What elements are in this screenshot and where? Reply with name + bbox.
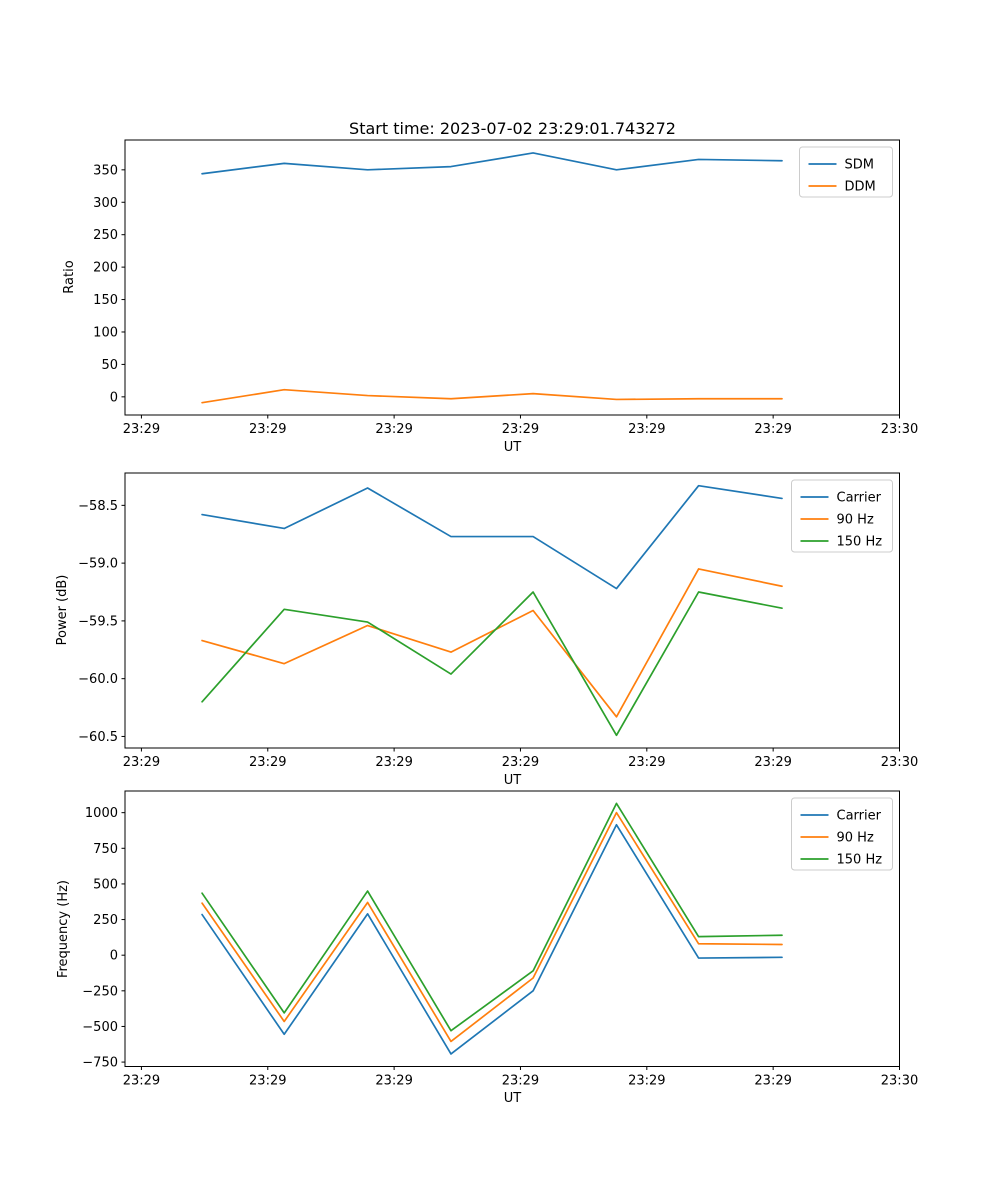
power-y-axis-label: Power (dB) — [55, 574, 70, 646]
y-tick-label: 500 — [93, 877, 118, 892]
ratio-axes-spines — [124, 139, 900, 416]
legend-box — [791, 797, 893, 871]
frequency-y-axis-label: Frequency (Hz) — [56, 879, 71, 979]
y-tick-label: 50 — [101, 358, 118, 373]
legend-label: 90 Hz — [837, 831, 874, 846]
x-tick-label: 23:29 — [754, 1074, 791, 1089]
legend-label: 150 Hz — [837, 535, 883, 550]
subplot-power: 23:29 23:29 23:29 23:29 23:29 23:29 23:30 −60.5… — [0, 455, 1000, 775]
ratio-y-axis: 0 50 100 150 200 250 300 350 — [93, 163, 125, 405]
x-tick-label: 23:29 — [628, 755, 665, 770]
power-axes-spines — [124, 472, 900, 749]
x-tick-label: 23:29 — [249, 755, 286, 770]
power-line-90-hz — [201, 568, 783, 718]
y-tick-label: 200 — [93, 261, 118, 276]
x-tick-label: 23:29 — [628, 422, 665, 437]
y-tick-label: 250 — [93, 228, 118, 243]
ratio-x-axis-label: UT — [503, 440, 522, 455]
y-tick-label: 1000 — [85, 806, 118, 821]
ratio-plot-svg: 23:29 23:29 23:29 23:29 23:29 23:29 23:30 0 50 10… — [93, 139, 918, 437]
x-tick-label: 23:29 — [754, 755, 791, 770]
frequency-line-150-hz — [201, 802, 783, 1032]
frequency-plot-svg: 23:29 23:29 23:29 23:29 23:29 23:29 23:30−750−… — [82, 790, 918, 1089]
power-y-axis: −60.5 −60.0 −59.5 −59.0 −58.5 — [78, 499, 125, 745]
frequency-x-axis: 23:29 23:29 23:29 23:29 23:29 23:29 23:30 — [123, 1066, 918, 1089]
y-tick-label: −750 — [82, 1056, 118, 1071]
x-tick-label: 23:29 — [628, 1074, 665, 1089]
power-legend: Carrier 90 Hz 150 Hz — [791, 479, 893, 553]
x-tick-label: 23:30 — [881, 422, 918, 437]
legend-label: Carrier — [837, 809, 882, 824]
figure-title: Start time: 2023-07-02 23:29:01.743272 — [349, 119, 676, 138]
ratio-y-axis-label: Ratio — [62, 260, 77, 294]
subplot-ratio: 23:29 23:29 23:29 23:29 23:29 23:29 23:30 0 50 10… — [0, 0, 1000, 455]
x-tick-label: 23:29 — [249, 1074, 286, 1089]
frequency-y-axis: −750 −500 −250 0 250 500 750 1000 — [82, 806, 125, 1071]
y-tick-label: −59.0 — [78, 557, 118, 572]
y-tick-label: −58.5 — [78, 499, 118, 514]
y-tick-label: −60.0 — [78, 672, 118, 687]
x-tick-label: 23:29 — [502, 755, 539, 770]
power-line-carrier — [201, 484, 783, 590]
legend-label: SDM — [845, 158, 874, 173]
y-tick-label: −60.5 — [78, 730, 118, 745]
ratio-line-ddm — [201, 388, 783, 404]
x-tick-label: 23:29 — [375, 755, 412, 770]
frequency-line-carrier — [201, 823, 783, 1055]
x-tick-label: 23:29 — [123, 1074, 160, 1089]
y-tick-label: −59.5 — [78, 614, 118, 629]
legend-box — [791, 479, 893, 553]
ratio-line-sdm — [201, 152, 783, 175]
legend-label: 150 Hz — [837, 853, 883, 868]
y-tick-label: 350 — [93, 163, 118, 178]
power-x-axis-label: UT — [503, 773, 522, 788]
frequency-line-90-hz — [201, 811, 783, 1043]
legend-label: DDM — [845, 180, 876, 195]
x-tick-label: 23:29 — [375, 422, 412, 437]
subplot-frequency: 23:29 23:29 23:29 23:29 23:29 23:29 23:30 −750−… — [0, 775, 1000, 1105]
power-line-150-hz — [201, 591, 783, 737]
y-tick-label: 750 — [93, 842, 118, 857]
x-tick-label: 23:29 — [502, 1074, 539, 1089]
y-tick-label: 300 — [93, 196, 118, 211]
power-x-axis: 23:29 23:29 23:29 23:29 23:29 23:29 23:30 — [123, 748, 918, 770]
y-tick-label: 150 — [93, 293, 118, 308]
ratio-legend: SDM DDM — [799, 146, 893, 198]
x-tick-label: 23:29 — [123, 755, 160, 770]
y-tick-label: 0 — [110, 949, 118, 964]
y-tick-label: −250 — [82, 984, 118, 999]
frequency-legend: Carrier 90 Hz 150 Hz — [791, 797, 893, 871]
legend-label: Carrier — [837, 491, 882, 506]
x-tick-label: 23:29 — [502, 422, 539, 437]
legend-box — [799, 146, 893, 198]
x-tick-label: 23:29 — [754, 422, 791, 437]
x-tick-label: 23:30 — [881, 1074, 918, 1089]
x-tick-label: 23:29 — [123, 422, 160, 437]
frequency-axes-spines — [124, 790, 900, 1067]
x-tick-label: 23:29 — [249, 422, 286, 437]
y-tick-label: 0 — [110, 390, 118, 405]
legend-label: 90 Hz — [837, 513, 874, 528]
ratio-x-axis: 23:29 23:29 23:29 23:29 23:29 23:29 23:30 — [123, 415, 918, 437]
y-tick-label: 250 — [93, 913, 118, 928]
y-tick-label: 100 — [93, 325, 118, 340]
y-tick-label: −500 — [82, 1020, 118, 1035]
x-tick-label: 23:30 — [881, 755, 918, 770]
frequency-x-axis-label: UT — [503, 1091, 522, 1106]
power-plot-svg: 23:29 23:29 23:29 23:29 23:29 23:29 23:30 −60.5… — [78, 472, 918, 770]
x-tick-label: 23:29 — [375, 1074, 412, 1089]
